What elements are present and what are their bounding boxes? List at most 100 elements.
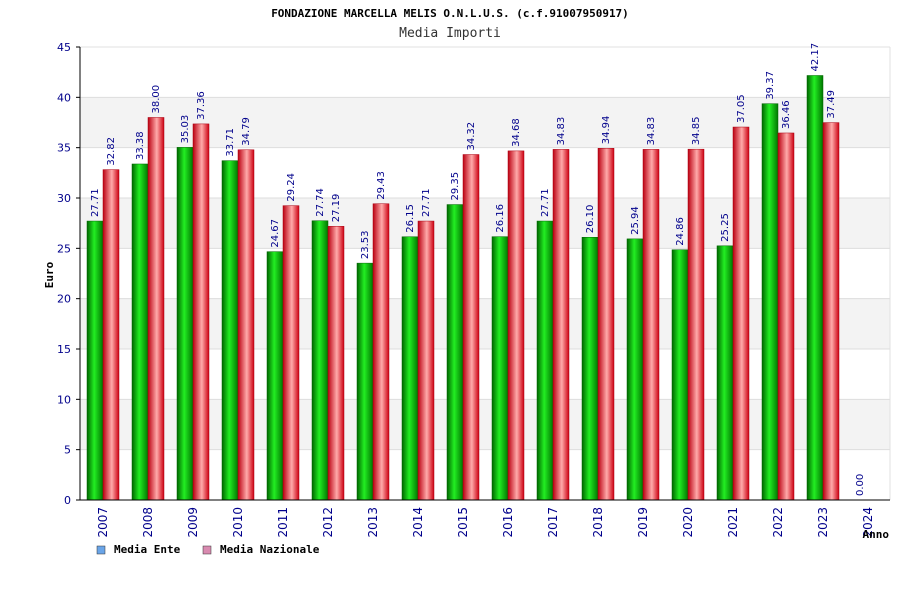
- chart-title: FONDAZIONE MARCELLA MELIS O.N.L.U.S. (c.…: [271, 7, 629, 20]
- bar-media-nazionale-2017: [552, 149, 570, 501]
- value-label-media-ente-2021: 25.25: [720, 213, 731, 242]
- x-axis-ticks: 2007 2008 2009 2010 2011 2012 2013 2014 2015 2016…: [96, 507, 875, 538]
- value-label-media-nazionale-2020: 34.85: [691, 117, 702, 146]
- x-tick-label-2007: 2007: [96, 507, 110, 538]
- value-label-media-ente-2015: 29.35: [450, 172, 461, 201]
- bar-media-ente-2007: [86, 220, 104, 501]
- bar-media-ente-2011: [266, 251, 284, 501]
- value-label-media-nazionale-2018: 34.94: [601, 116, 612, 145]
- grid-bands: [80, 47, 890, 500]
- value-label-media-nazionale-2015: 34.32: [466, 122, 477, 151]
- x-tick-label-2010: 2010: [231, 507, 245, 538]
- bar-media-ente-2013: [356, 262, 374, 501]
- value-label-media-nazionale-2008: 38.00: [151, 85, 162, 114]
- bar-media-nazionale-2012: [327, 226, 345, 501]
- bar-media-nazionale-2014: [417, 220, 435, 501]
- legend-label-media-ente: Media Ente: [114, 543, 181, 556]
- x-tick-label-2013: 2013: [366, 507, 380, 538]
- bar-media-ente-2023: [806, 75, 824, 501]
- legend-label-media-nazionale: Media Nazionale: [220, 543, 320, 556]
- y-tick-label: 40: [57, 91, 71, 104]
- grid-band: [80, 399, 890, 450]
- x-tick-label-2015: 2015: [456, 507, 470, 538]
- bar-media-ente-2012: [311, 220, 329, 501]
- grid-band: [80, 349, 890, 400]
- bar-media-nazionale-2020: [687, 148, 705, 501]
- bar-media-nazionale-2019: [642, 149, 660, 501]
- value-label-media-nazionale-2007: 32.82: [106, 137, 117, 166]
- value-label-media-nazionale-2017: 34.83: [556, 117, 567, 146]
- value-labels: 27.71 32.82 33.38 38.00 35.03 37.36 33.71 34.79…: [90, 43, 866, 496]
- bar-media-ente-2021: [716, 245, 734, 501]
- x-tick-label-2009: 2009: [186, 507, 200, 538]
- value-label-media-nazionale-2023: 37.49: [826, 90, 837, 119]
- bar-media-nazionale-2016: [507, 150, 525, 501]
- y-tick-label: 35: [57, 142, 71, 155]
- y-tick-label: 10: [57, 393, 71, 406]
- value-label-media-ente-2010: 33.71: [225, 128, 236, 157]
- bar-media-nazionale-2013: [372, 203, 390, 501]
- bar-media-ente-2015: [446, 204, 464, 501]
- bar-media-nazionale-2009: [192, 123, 210, 501]
- grid-band: [80, 147, 890, 198]
- value-label-media-ente-2016: 26.16: [495, 204, 506, 233]
- grid-band: [80, 198, 890, 249]
- x-axis-label: Anno: [863, 528, 890, 541]
- grid-band: [80, 298, 890, 349]
- x-tick-label-2020: 2020: [681, 507, 695, 538]
- x-tick-label-2023: 2023: [816, 507, 830, 538]
- value-label-media-nazionale-2009: 37.36: [196, 91, 207, 120]
- bar-media-ente-2019: [626, 238, 644, 501]
- bar-media-nazionale-2007: [102, 169, 120, 501]
- grid-band: [80, 449, 890, 500]
- bar-media-nazionale-2015: [462, 154, 480, 501]
- bar-media-ente-2010: [221, 160, 239, 501]
- x-tick-label-2011: 2011: [276, 507, 290, 538]
- bar-media-ente-2020: [671, 249, 689, 501]
- x-tick-label-2012: 2012: [321, 507, 335, 538]
- bar-media-nazionale-2022: [777, 132, 795, 501]
- value-label-media-nazionale-2013: 29.43: [376, 171, 387, 200]
- bar-media-nazionale-2021: [732, 126, 750, 501]
- bar-media-nazionale-2010: [237, 149, 255, 501]
- value-label-media-ente-2019: 25.94: [630, 206, 641, 235]
- y-tick-label: 5: [64, 444, 71, 457]
- x-tick-label-2018: 2018: [591, 507, 605, 538]
- legend: Media Ente Media Nazionale: [96, 543, 320, 556]
- y-tick-label: 30: [57, 192, 71, 205]
- value-label-media-ente-2017: 27.71: [540, 188, 551, 217]
- x-tick-label-2014: 2014: [411, 507, 425, 538]
- value-label-media-nazionale-2014: 27.71: [421, 188, 432, 217]
- x-tick-label-2024: 2024: [861, 507, 875, 538]
- value-label-media-ente-2008: 33.38: [135, 131, 146, 160]
- value-label-media-ente-2007: 27.71: [90, 188, 101, 217]
- x-tick-label-2022: 2022: [771, 507, 785, 538]
- bar-media-nazionale-2023: [822, 122, 840, 501]
- value-label-media-nazionale-2011: 29.24: [286, 173, 297, 202]
- grid-lines: [80, 46, 891, 500]
- x-tick-label-2016: 2016: [501, 507, 515, 538]
- y-tick-label: 25: [57, 242, 71, 255]
- bar-media-ente-2009: [176, 147, 194, 501]
- value-label-media-ente-2013: 23.53: [360, 230, 371, 259]
- bar-media-ente-2018: [581, 237, 599, 501]
- x-tick-label-2008: 2008: [141, 507, 155, 538]
- value-label-media-nazionale-2010: 34.79: [241, 117, 252, 146]
- bar-media-nazionale-2011: [282, 205, 300, 501]
- value-label-media-nazionale-2016: 34.68: [511, 118, 522, 147]
- y-tick-label: 0: [64, 494, 71, 507]
- bar-media-ente-2022: [761, 103, 779, 501]
- value-label-media-nazionale-2022: 36.46: [781, 100, 792, 129]
- y-tick-label: 20: [57, 293, 71, 306]
- chart-subtitle: Media Importi: [399, 26, 501, 41]
- grid-band: [80, 248, 890, 299]
- value-label-media-ente-2018: 26.10: [585, 205, 596, 234]
- legend-swatch-media-nazionale: [202, 545, 212, 555]
- legend-swatch-media-ente: [96, 545, 106, 555]
- value-label-media-ente-2011: 24.67: [270, 219, 281, 248]
- x-tick-label-2017: 2017: [546, 507, 560, 538]
- bar-media-nazionale-2008: [147, 117, 165, 501]
- x-tick-label-2019: 2019: [636, 507, 650, 538]
- grid-band: [80, 97, 890, 148]
